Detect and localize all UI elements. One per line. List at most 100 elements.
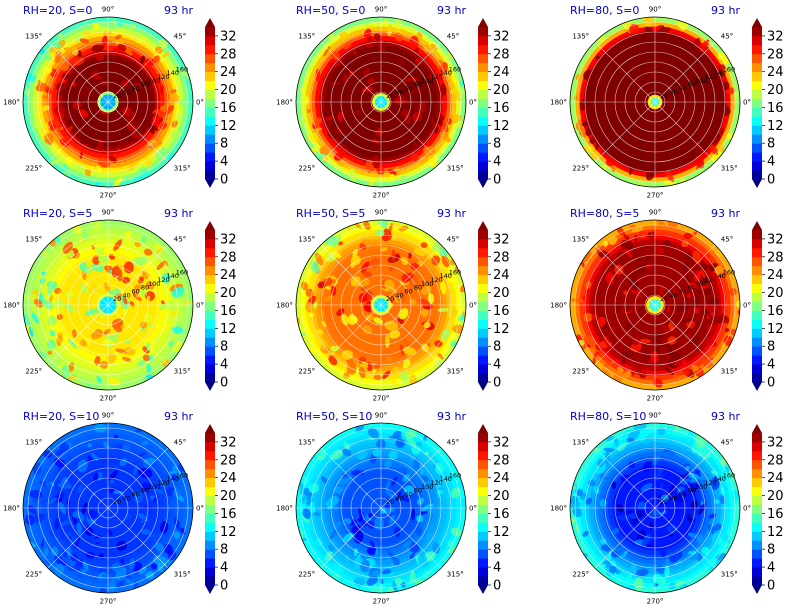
contour-blob [398,308,409,320]
grid-spoke [654,41,716,103]
contour-blob [673,358,685,366]
angle-tick-label: 180° [3,505,20,513]
angle-tick-label: 0° [469,99,477,107]
colorbar-segment [478,125,488,135]
contour-blob [85,551,95,559]
contour-blob [83,337,92,347]
colorbar-segment [205,513,215,523]
contour-blob [299,114,305,127]
contour-blob [675,580,686,586]
panel-title: RH=20, S=10 [23,410,99,423]
angle-tick-label: 270° [100,192,117,200]
colorbar-tick-label: 4 [493,155,501,170]
contour-blob [690,334,700,344]
contour-blob [411,445,421,455]
colorbar-segment [205,540,215,550]
contour-blob [715,552,726,560]
angle-tick-label: 270° [647,395,664,403]
angle-tick-label: 180° [550,302,567,310]
contour-blob [684,465,691,471]
contour-blob [370,540,377,552]
contour-blob [670,568,678,574]
colorbar-segment [205,152,215,162]
colorbar-tick-label: 32 [767,232,784,247]
contour-blob [304,302,315,313]
contour-blob [455,72,461,79]
contour-blob [27,504,37,515]
contour-blob [145,538,152,545]
colorbar-segment [752,238,762,249]
contour-blob [699,107,705,113]
contour-blob [693,143,705,155]
contour-blob [402,359,411,369]
contour-blob [615,569,621,575]
contour-blob [618,122,628,129]
radial-tick-label: 160 [176,471,188,479]
contour-blob [605,436,615,442]
radial-tick-label: 120 [704,73,716,81]
contour-blob [386,220,394,228]
contour-blob [109,106,120,116]
contour-blob [120,79,130,87]
colorbar-tick-label: 24 [220,65,237,80]
contour-blob [352,248,358,258]
contour-blob [166,152,176,160]
contour-blob [362,271,373,278]
contour-blob [610,326,616,333]
contour-blob [342,447,352,457]
contour-blob [336,308,345,316]
contour-blob [440,83,447,96]
colorbar-tick-label: 28 [767,250,784,265]
contour-blob [392,430,402,439]
colorbar-segment [478,373,488,383]
colorbar-tick-label: 16 [220,101,237,116]
contour-blob [398,128,406,136]
contour-blob [690,71,703,83]
contour-blob [660,33,673,44]
contour-blob [134,241,142,248]
grid-spoke [320,41,382,103]
contour-blob [676,426,681,431]
radial-tick-label: 120 [157,479,169,487]
colorbar-segment [752,265,762,276]
panel-title: RH=80, S=5 [570,207,639,220]
contour-blob [112,490,124,495]
contour-blob [614,438,619,447]
contour-blob [334,151,345,161]
contour-blob [450,114,455,119]
contour-blob [413,458,420,471]
colorbar-segment [752,558,762,568]
contour-blob [125,338,131,345]
contour-blob [409,298,416,305]
contour-blob [643,353,651,362]
radial-tick-label: 80 [688,81,696,89]
contour-blob [703,357,714,367]
contour-blob [449,269,457,275]
contour-blob [584,86,597,98]
contour-blob [571,501,581,509]
colorbar-segment [205,364,215,374]
polar-panel: 20 40 60 8010012014016090°45°0°315°270°225°… [3,207,236,403]
colorbar-segment [752,35,762,46]
contour-blob [46,339,56,349]
contour-blob [419,298,431,307]
contour-blob [138,276,144,284]
radial-tick-label: 40 [395,88,403,96]
contour-blob [365,494,374,504]
contour-blob [83,31,93,38]
colorbar-segment [205,230,215,240]
contour-blob [47,350,53,355]
contour-blob [129,62,136,67]
colorbar-tick-label: 28 [220,47,237,62]
colorbar-segment [752,98,762,108]
colorbar-segment [478,274,488,285]
radial-tick-label: 60 [679,288,687,296]
colorbar-extend-min [478,585,488,594]
colorbar-segment [752,125,762,135]
contour-blob [316,516,323,528]
colorbar-segment [752,576,762,586]
contour-blob [96,376,102,383]
contour-blob [714,265,724,276]
colorbar-tick-label: 16 [493,507,510,522]
contour-blob [116,17,123,28]
